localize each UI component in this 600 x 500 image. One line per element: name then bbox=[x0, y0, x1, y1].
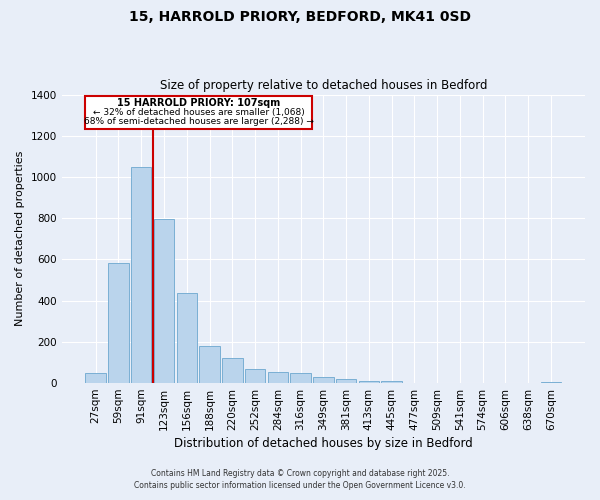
Text: 15, HARROLD PRIORY, BEDFORD, MK41 0SD: 15, HARROLD PRIORY, BEDFORD, MK41 0SD bbox=[129, 10, 471, 24]
Bar bbox=[199, 346, 220, 383]
Bar bbox=[382, 382, 402, 383]
Bar bbox=[336, 380, 356, 383]
Text: 15 HARROLD PRIORY: 107sqm: 15 HARROLD PRIORY: 107sqm bbox=[117, 98, 280, 108]
Title: Size of property relative to detached houses in Bedford: Size of property relative to detached ho… bbox=[160, 79, 487, 92]
Text: Contains HM Land Registry data © Crown copyright and database right 2025.
Contai: Contains HM Land Registry data © Crown c… bbox=[134, 468, 466, 490]
Bar bbox=[245, 369, 265, 383]
Bar bbox=[222, 358, 242, 383]
X-axis label: Distribution of detached houses by size in Bedford: Distribution of detached houses by size … bbox=[174, 437, 473, 450]
Text: 68% of semi-detached houses are larger (2,288) →: 68% of semi-detached houses are larger (… bbox=[84, 117, 314, 126]
Bar bbox=[268, 372, 288, 383]
Bar bbox=[154, 219, 174, 383]
Bar bbox=[108, 262, 129, 383]
Bar bbox=[359, 380, 379, 383]
Bar bbox=[313, 377, 334, 383]
Bar bbox=[85, 373, 106, 383]
Y-axis label: Number of detached properties: Number of detached properties bbox=[15, 151, 25, 326]
Bar bbox=[541, 382, 561, 383]
FancyBboxPatch shape bbox=[85, 96, 312, 128]
Text: ← 32% of detached houses are smaller (1,068): ← 32% of detached houses are smaller (1,… bbox=[93, 108, 305, 116]
Bar bbox=[176, 294, 197, 383]
Bar bbox=[131, 167, 151, 383]
Bar bbox=[290, 373, 311, 383]
